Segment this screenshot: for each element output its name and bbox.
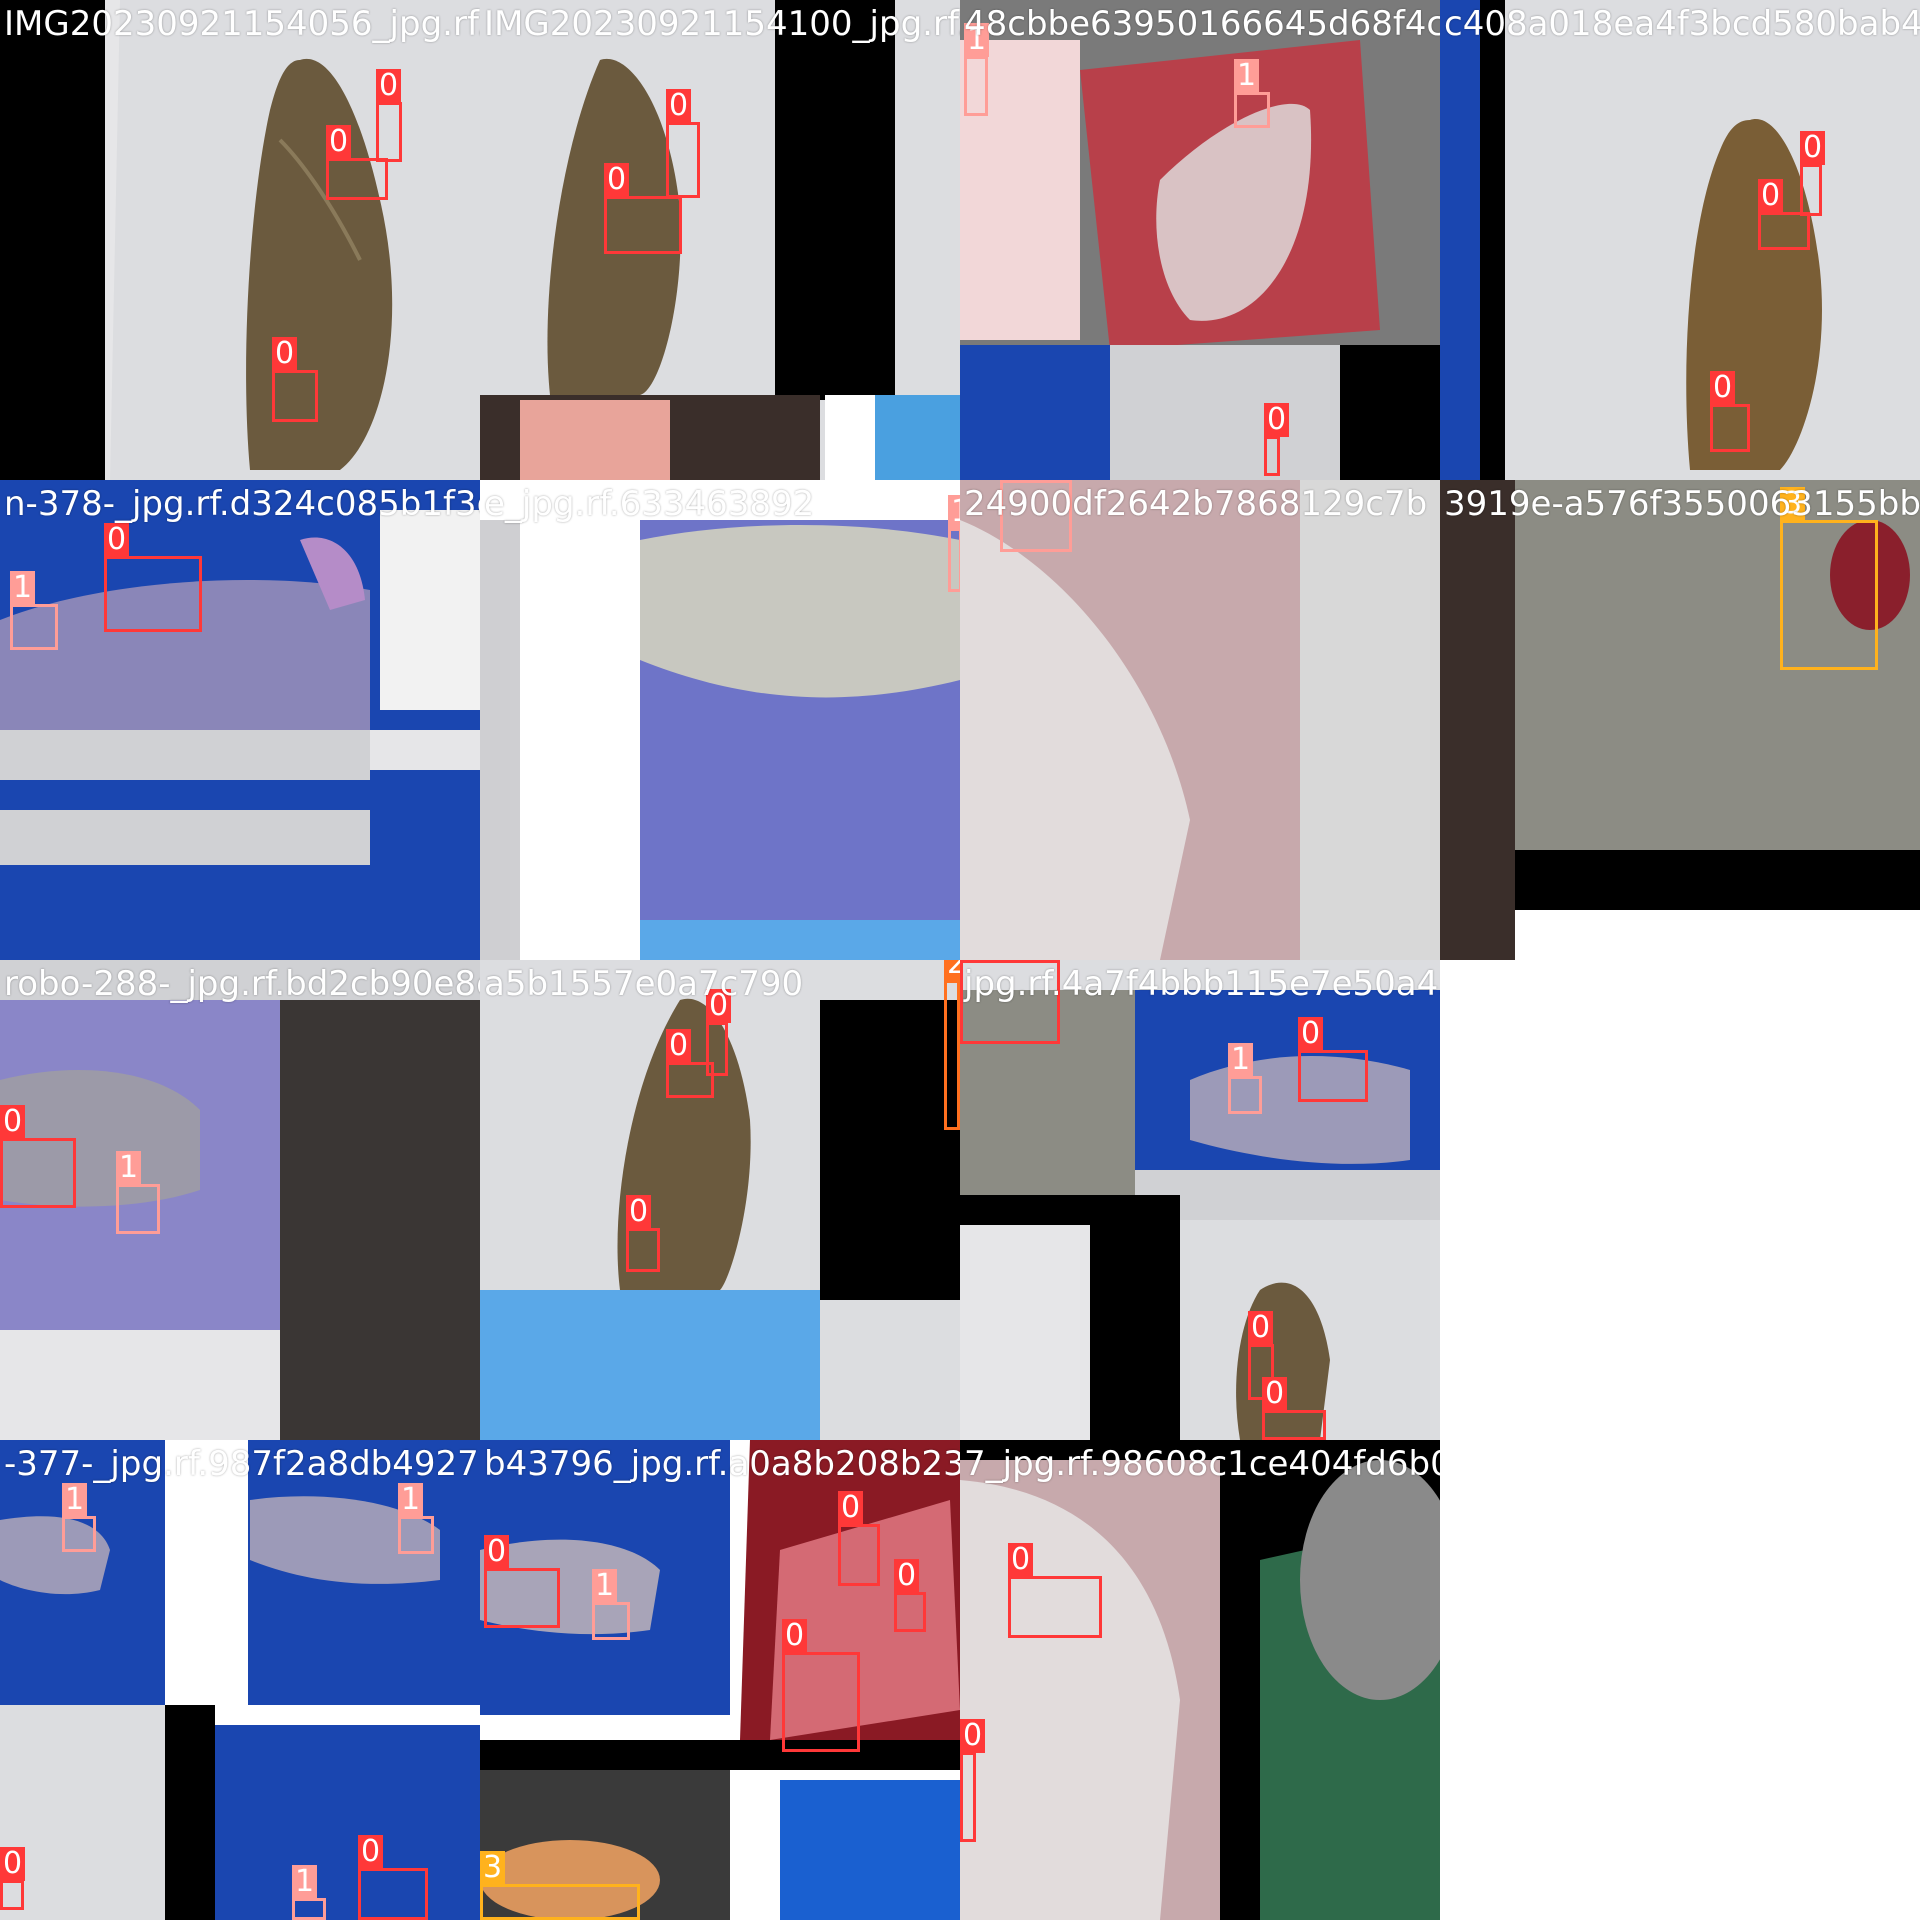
tile-10: 0 0 0 2 a5b1557e0a7c790 <box>480 960 960 1440</box>
bbox-class-1: 1 <box>964 56 988 116</box>
fish-photo-red-background <box>480 1440 960 1920</box>
tile-7: 1 24900df2642b7868129c7b <box>960 480 1440 960</box>
bbox-class-0: 0 <box>0 1880 24 1910</box>
fish-photo-silver <box>480 480 960 960</box>
tile-8: 3 3919e-a576f3550063155bb <box>1440 480 1920 960</box>
bbox-class-2: 2 <box>944 980 960 1130</box>
bbox-class-1: 1 <box>1000 480 1072 552</box>
bbox-class-0: 0 <box>960 960 1060 1044</box>
tile-3: 1 1 0 48cbbe63950166645d68f4c408a018 <box>960 0 1440 480</box>
fish-photo-red-background <box>960 0 1440 480</box>
tile-6: 1 e_jpg.rf.633463892 <box>480 480 960 960</box>
tile-1: 0 0 0 IMG20230921154056_jpg.rf.b0f20209e… <box>0 0 480 480</box>
tile-14: 0 1 0 0 0 3 b43796_jpg.rf.a0a8b208b2325 <box>480 1440 960 1920</box>
bbox-class-1: 1 <box>62 1516 96 1552</box>
bbox-class-0: 0 <box>272 370 318 422</box>
bbox-class-0: 0 <box>782 1652 860 1752</box>
bbox-class-3: 3 <box>1780 520 1878 670</box>
bbox-class-0: 0 <box>376 102 402 162</box>
tile-16-empty <box>1440 1440 1920 1920</box>
bbox-class-0: 0 <box>1262 1410 1326 1440</box>
bbox-class-0: 0 <box>104 556 202 632</box>
bbox-class-1: 1 <box>10 604 58 650</box>
bbox-class-0: 0 <box>0 1138 76 1208</box>
bbox-class-0: 0 <box>1710 404 1750 452</box>
fish-photo-plastic-bag <box>1440 0 1920 480</box>
bbox-class-0: 0 <box>894 1592 926 1632</box>
fish-photo-red-background <box>960 480 1440 960</box>
bbox-class-0: 0 <box>838 1524 880 1586</box>
bbox-class-0: 0 <box>326 158 388 200</box>
bbox-class-0: 0 <box>604 196 682 254</box>
tile-4: 0 0 0 c408a018ea4f3bcd580bab4 <box>1440 0 1920 480</box>
tile-5: 0 1 n-378-_jpg.rf.d324c085b1f3d6470e8f4f… <box>0 480 480 960</box>
bbox-class-0: 0 <box>626 1228 660 1272</box>
bbox-class-1: 1 <box>292 1898 326 1920</box>
tile-2: 0 0 IMG20230921154100_jpg.rf.48cbbe66 <box>480 0 960 480</box>
bbox-class-1: 1 <box>1228 1076 1262 1114</box>
bbox-class-3: 3 <box>480 1884 640 1920</box>
bbox-class-1: 1 <box>398 1516 434 1554</box>
bbox-class-0: 0 <box>358 1868 428 1920</box>
tile-12-empty <box>1440 960 1920 1440</box>
fish-photo-red-background <box>960 1440 1440 1920</box>
fish-photo-blue-background <box>0 480 480 960</box>
bbox-class-0: 0 <box>1298 1050 1368 1102</box>
bbox-class-0: 0 <box>666 122 700 198</box>
fish-photo-plastic-bag <box>480 0 960 480</box>
bbox-class-0: 0 <box>666 1062 714 1098</box>
bbox-class-1: 1 <box>948 528 960 592</box>
tile-13: 1 1 0 0 1 -377-_jpg.rf.987f2a8db4927 <box>0 1440 480 1920</box>
bbox-class-1: 1 <box>116 1184 160 1234</box>
bbox-class-1: 1 <box>1234 92 1270 128</box>
bbox-class-0: 0 <box>1758 212 1810 250</box>
tile-11: 0 1 0 0 0 jpg.rf.4a7f4bbb115e7e50a457df8… <box>960 960 1440 1440</box>
bbox-class-0: 0 <box>1800 164 1822 216</box>
bbox-class-0: 0 <box>1264 436 1280 476</box>
tile-15: 0 0 7_jpg.rf.98608c1ce404fd6b0b03a5aa964… <box>960 1440 1440 1920</box>
fish-photo-plastic-bag <box>0 0 480 480</box>
bbox-class-0: 0 <box>960 1752 976 1842</box>
bbox-class-1: 1 <box>592 1602 630 1640</box>
bbox-class-0: 0 <box>1008 1576 1102 1638</box>
bbox-class-0: 0 <box>484 1568 560 1628</box>
tile-9: 0 1 robo-288-_jpg.rf.bd2cb90e8c59821c686… <box>0 960 480 1440</box>
